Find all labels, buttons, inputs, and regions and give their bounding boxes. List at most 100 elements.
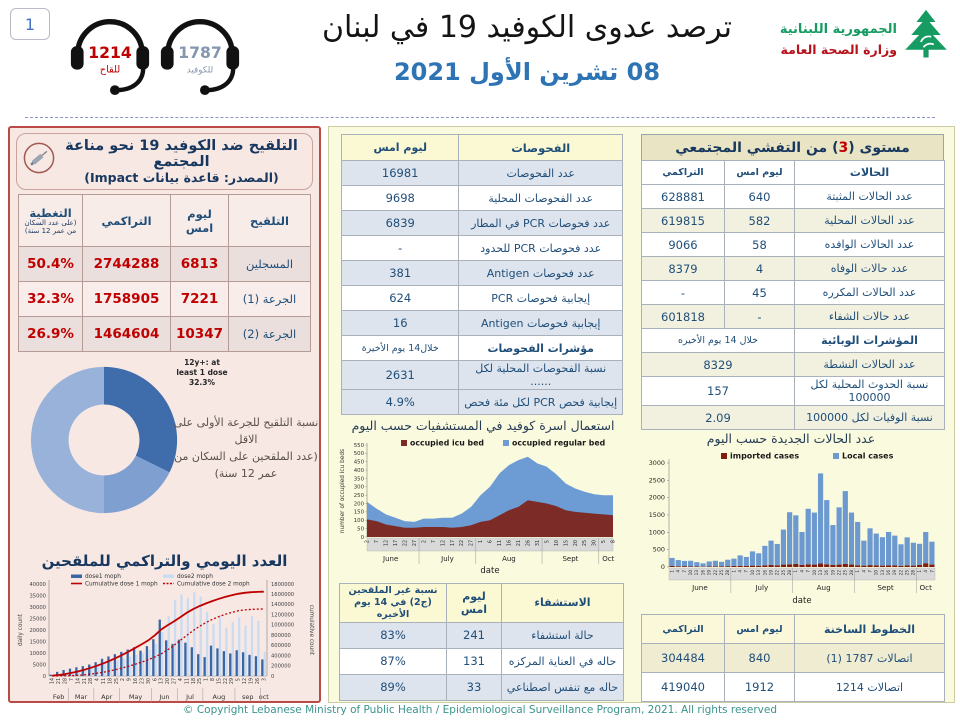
community-title-pre: مستوى (	[848, 140, 910, 156]
svg-text:July: July	[754, 583, 769, 592]
col-header: التراكمي	[641, 160, 725, 185]
svg-text:Oct: Oct	[602, 555, 614, 563]
row-label: اتصالات 1214	[794, 672, 945, 702]
svg-text:23: 23	[139, 678, 145, 684]
svg-text:Sept: Sept	[562, 555, 578, 563]
svg-text:350: 350	[354, 476, 365, 482]
col-header: ليوم امس	[724, 160, 795, 185]
svg-text:7: 7	[68, 678, 74, 681]
svg-text:31: 31	[535, 540, 541, 546]
page-number-box: 1	[10, 8, 50, 40]
value-yesterday: 33	[446, 673, 502, 701]
svg-text:10000: 10000	[29, 651, 46, 657]
svg-text:12: 12	[242, 678, 248, 684]
svg-text:21: 21	[516, 540, 522, 546]
row-label: عدد الحالات الوافده	[794, 232, 945, 257]
value-yesterday: 131	[446, 647, 502, 675]
svg-text:1: 1	[203, 678, 209, 681]
svg-text:Jun: Jun	[158, 693, 169, 701]
svg-text:4: 4	[94, 678, 100, 681]
svg-text:dose1 moph: dose1 moph	[85, 574, 121, 580]
svg-text:13: 13	[880, 570, 885, 576]
page-number: 1	[24, 14, 36, 34]
value-yesterday: 1912	[724, 672, 795, 702]
row-label: عدد الفحوصات المحلية	[458, 185, 623, 211]
svg-text:1: 1	[855, 570, 860, 573]
value: 2631	[340, 360, 460, 390]
community-table-block: مستوى (3) من التفشي المجتمعي الحالات ليوم…	[641, 134, 945, 430]
col-header: ليوم امس	[446, 583, 502, 623]
svg-text:16: 16	[824, 570, 829, 576]
row-label: نسبة الوفيات لكل 100000	[794, 405, 945, 430]
svg-text:3: 3	[261, 678, 267, 681]
svg-text:11: 11	[497, 540, 503, 546]
svg-text:35000: 35000	[29, 593, 46, 599]
donut-section: 12y+: at least 1 dose 32.3% نسبة التلقيح…	[10, 352, 319, 550]
svg-text:Mar: Mar	[74, 693, 87, 701]
svg-text:dose2 moph: dose2 moph	[177, 574, 213, 580]
row-label: عدد فحوصات Antigen	[458, 260, 623, 286]
row-label: عدد الفحوصات	[458, 160, 623, 186]
value-yesterday: 45	[724, 280, 795, 305]
svg-text:0: 0	[661, 563, 665, 571]
svg-text:June: June	[382, 555, 398, 563]
donut-caption-line1: نسبة التلقيح للجرعة الأولى على الاقل	[173, 416, 319, 447]
row-label: إيجابية فحوصات Antigen	[458, 310, 623, 336]
svg-text:25: 25	[905, 570, 910, 576]
vaccination-daily-cumulative-chart: 0 5000 10000 15000 20000 25000 30000 35000 40000…	[18, 574, 314, 702]
value-yesterday: 624	[340, 285, 460, 311]
svg-text:Apr: Apr	[101, 693, 113, 701]
logo-line2: وزارة الصحة العامة	[780, 42, 897, 58]
hotline-1214-headset-icon: 1214 للقاح	[70, 19, 150, 96]
svg-text:5: 5	[235, 678, 241, 681]
row-label: اتصالات 1787 (1)	[794, 643, 945, 673]
col-header: التراكمي	[82, 194, 171, 247]
svg-text:oct: oct	[258, 693, 269, 701]
value: 2.09	[641, 405, 795, 430]
hotlines-table: الخطوط الساخنة ليوم امس التراكمي اتصالات 17…	[641, 614, 945, 702]
svg-text:16: 16	[762, 570, 767, 576]
svg-text:19: 19	[707, 570, 712, 576]
donut-caption-line2: (عدد الملقحين على السكان من عمر 12 سنة)	[174, 450, 318, 481]
svg-text:22: 22	[775, 570, 780, 576]
svg-text:15: 15	[216, 678, 222, 684]
svg-text:5000: 5000	[32, 662, 45, 668]
value-cumulative: 304484	[641, 643, 725, 673]
svg-text:Jul: Jul	[185, 693, 194, 701]
svg-text:30000: 30000	[29, 605, 46, 611]
svg-text:cumulative count: cumulative count	[308, 605, 314, 656]
svg-text:21: 21	[81, 678, 87, 684]
svg-text:9: 9	[126, 678, 132, 681]
svg-text:2: 2	[120, 678, 126, 681]
svg-text:6: 6	[152, 678, 158, 681]
svg-text:7: 7	[431, 540, 437, 543]
svg-text:19: 19	[892, 570, 897, 576]
svg-text:1: 1	[669, 570, 674, 573]
svg-text:number of occupied icu beds: number of occupied icu beds	[340, 449, 346, 533]
svg-text:26: 26	[525, 540, 531, 546]
row-label: المسجلين	[228, 246, 311, 282]
svg-text:28: 28	[725, 570, 730, 576]
svg-text:4: 4	[923, 570, 928, 573]
col-header: الاستشفاء	[501, 583, 624, 623]
svg-text:22: 22	[402, 540, 408, 546]
svg-text:10: 10	[812, 570, 817, 576]
svg-text:400: 400	[354, 468, 365, 474]
header-divider	[25, 117, 935, 118]
svg-text:250: 250	[354, 493, 365, 499]
page-title: ترصد عدوى الكوفيد 19 في لبنان	[321, 10, 733, 45]
vaccination-chart-caption: العدد اليومي والتراكمي للملقحين	[41, 552, 288, 570]
vaccination-table: التلقيح ليوم امس التراكمي التغطية (على عدد ا…	[18, 194, 311, 352]
svg-text:100: 100	[354, 518, 365, 524]
svg-text:22: 22	[898, 570, 903, 576]
col-header: التراكمي	[641, 614, 725, 644]
svg-text:200000: 200000	[271, 664, 291, 670]
svg-text:12: 12	[384, 540, 390, 546]
first-dose-donut-chart	[30, 366, 178, 514]
svg-text:18: 18	[107, 678, 113, 684]
col-header: ليوم امس	[724, 614, 795, 644]
svg-text:16: 16	[886, 570, 891, 576]
svg-text:40000: 40000	[29, 582, 46, 588]
svg-text:7: 7	[929, 570, 934, 573]
